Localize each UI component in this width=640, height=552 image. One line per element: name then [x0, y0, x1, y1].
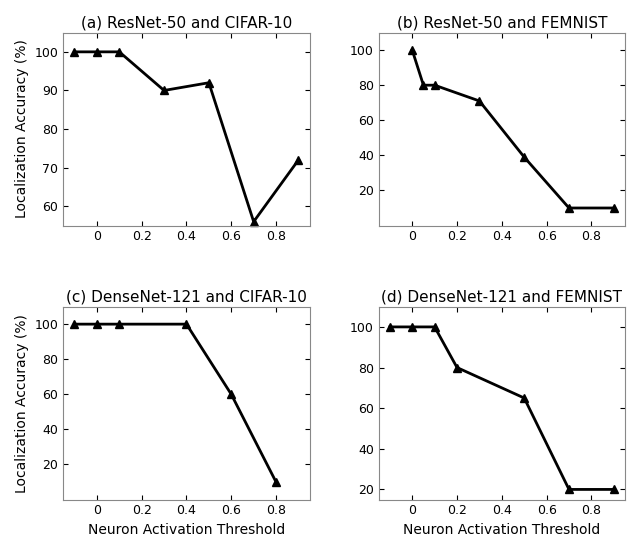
X-axis label: Neuron Activation Threshold: Neuron Activation Threshold — [88, 523, 285, 537]
Title: (c) DenseNet-121 and CIFAR-10: (c) DenseNet-121 and CIFAR-10 — [66, 289, 307, 304]
Title: (a) ResNet-50 and CIFAR-10: (a) ResNet-50 and CIFAR-10 — [81, 15, 292, 30]
Title: (d) DenseNet-121 and FEMNIST: (d) DenseNet-121 and FEMNIST — [381, 289, 622, 304]
Title: (b) ResNet-50 and FEMNIST: (b) ResNet-50 and FEMNIST — [397, 15, 607, 30]
Y-axis label: Localization Accuracy (%): Localization Accuracy (%) — [15, 314, 29, 492]
Y-axis label: Localization Accuracy (%): Localization Accuracy (%) — [15, 40, 29, 219]
X-axis label: Neuron Activation Threshold: Neuron Activation Threshold — [403, 523, 600, 537]
